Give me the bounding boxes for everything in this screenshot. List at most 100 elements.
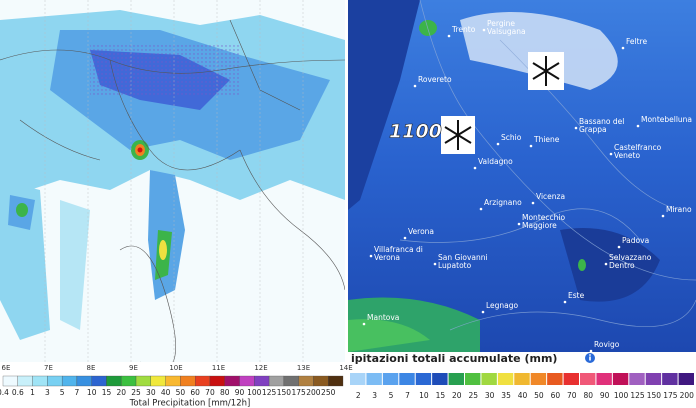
place-dot xyxy=(661,214,665,218)
colorbar-label: 10 xyxy=(87,388,97,397)
colorbar-label: 1 xyxy=(30,388,35,397)
place-dot xyxy=(496,142,500,146)
colorbar-label: 2 xyxy=(356,391,361,400)
colorbar-swatch xyxy=(209,375,225,387)
colorbar-swatch xyxy=(580,373,596,385)
colorbar-label: 30 xyxy=(146,388,156,397)
colorbar-label: 3 xyxy=(45,388,50,397)
colorbar-swatch xyxy=(298,375,314,387)
colorbar-swatch xyxy=(283,375,299,387)
place-label: Vicenza xyxy=(536,192,565,201)
place-dot xyxy=(473,166,477,170)
colorbar-swatch xyxy=(415,373,432,385)
colorbar-swatch xyxy=(514,373,530,385)
colorbar-label: 25 xyxy=(468,391,478,400)
colorbar-label: 60 xyxy=(551,391,561,400)
colorbar-label: 250 xyxy=(321,388,336,397)
place-dot xyxy=(563,300,567,304)
left-map: Total Precipitation [mm/12h] xyxy=(0,0,347,408)
colorbar-label: 90 xyxy=(600,391,610,400)
place-dot xyxy=(574,126,578,130)
place-label: Este xyxy=(568,291,585,300)
colorbar-label: 25 xyxy=(131,388,141,397)
place-label: Bassano del Grappa xyxy=(579,117,624,134)
longitude-label: 7E xyxy=(44,364,53,372)
colorbar-label: 150 xyxy=(277,388,292,397)
colorbar-swatch xyxy=(366,373,382,385)
place-dot xyxy=(413,84,417,88)
colorbar-swatch xyxy=(224,375,240,387)
colorbar-label: 40 xyxy=(161,388,171,397)
colorbar-label: 60 xyxy=(190,388,200,397)
place-label: Trento xyxy=(451,25,476,34)
colorbar-label: 15 xyxy=(102,388,112,397)
colorbar-swatch xyxy=(91,375,107,387)
colorbar-swatch xyxy=(195,375,211,387)
colorbar-label: 20 xyxy=(116,388,126,397)
longitude-label: 10E xyxy=(169,364,182,372)
place-label: Pergine Valsugana xyxy=(487,19,526,36)
colorbar-label: 30 xyxy=(485,391,495,400)
colorbar-swatch xyxy=(2,375,18,387)
colorbar-swatch xyxy=(678,373,694,385)
place-dot xyxy=(529,144,533,148)
colorbar-swatch xyxy=(629,373,645,385)
place-label: Selvazzano Dentro xyxy=(609,253,652,270)
place-label: Mantova xyxy=(367,313,399,322)
colorbar-swatch xyxy=(135,375,151,387)
colorbar-label: 90 xyxy=(235,388,245,397)
colorbar-swatch xyxy=(465,373,481,385)
colorbar-swatch xyxy=(106,375,122,387)
altitude-label: 1100 xyxy=(389,121,442,143)
place-dot xyxy=(589,349,593,353)
colorbar-label: 80 xyxy=(583,391,593,400)
colorbar-label: 20 xyxy=(452,391,462,400)
place-label: Montebelluna xyxy=(641,115,692,124)
place-dot xyxy=(482,28,486,32)
place-dot xyxy=(447,34,451,38)
place-label: Valdagno xyxy=(478,157,513,166)
place-dot xyxy=(433,262,437,266)
right-map: 1100 ipitazioni totali accumulate (mm) xyxy=(348,0,696,408)
colorbar-swatch xyxy=(382,373,399,385)
colorbar-label: 50 xyxy=(176,388,186,397)
colorbar-swatch xyxy=(150,375,166,387)
place-dot xyxy=(479,207,483,211)
longitude-label: 14E xyxy=(339,364,352,372)
colorbar-label: 80 xyxy=(220,388,230,397)
colorbar-swatch xyxy=(432,373,448,385)
place-label: Schio xyxy=(501,133,522,142)
colorbar-swatch xyxy=(17,375,33,387)
longitude-label: 11E xyxy=(212,364,225,372)
place-label: Rovigo xyxy=(594,340,620,349)
colorbar-swatch xyxy=(596,373,612,385)
colorbar-label: 70 xyxy=(205,388,215,397)
colorbar-swatch xyxy=(399,373,415,385)
colorbar-label: 0.4 xyxy=(0,388,9,397)
right-legend-title: ipitazioni totali accumulate (mm) xyxy=(351,352,557,365)
longitude-label: 6E xyxy=(2,364,11,372)
colorbar-label: 70 xyxy=(567,391,577,400)
colorbar-label: 10 xyxy=(419,391,429,400)
colorbar-swatch xyxy=(481,373,497,385)
place-label: Rovereto xyxy=(418,75,452,84)
colorbar-swatch xyxy=(448,373,464,385)
colorbar-swatch xyxy=(254,375,270,387)
place-label: Thiene xyxy=(533,135,560,144)
colorbar-swatch xyxy=(61,375,78,387)
colorbar-label: 200 xyxy=(680,391,695,400)
colorbar-swatch xyxy=(32,375,48,387)
colorbar-label: 35 xyxy=(501,391,511,400)
colorbar-label: 3 xyxy=(372,391,377,400)
place-dot xyxy=(362,322,366,326)
place-label: Verona xyxy=(408,227,434,236)
place-dot xyxy=(531,201,535,205)
colorbar-label: 175 xyxy=(291,388,306,397)
left-legend-title: Total Precipitation [mm/12h] xyxy=(129,399,251,408)
colorbar-swatch xyxy=(239,375,255,387)
colorbar-swatch xyxy=(645,373,662,385)
longitude-label: 9E xyxy=(129,364,138,372)
snowflake-icon xyxy=(528,52,564,90)
